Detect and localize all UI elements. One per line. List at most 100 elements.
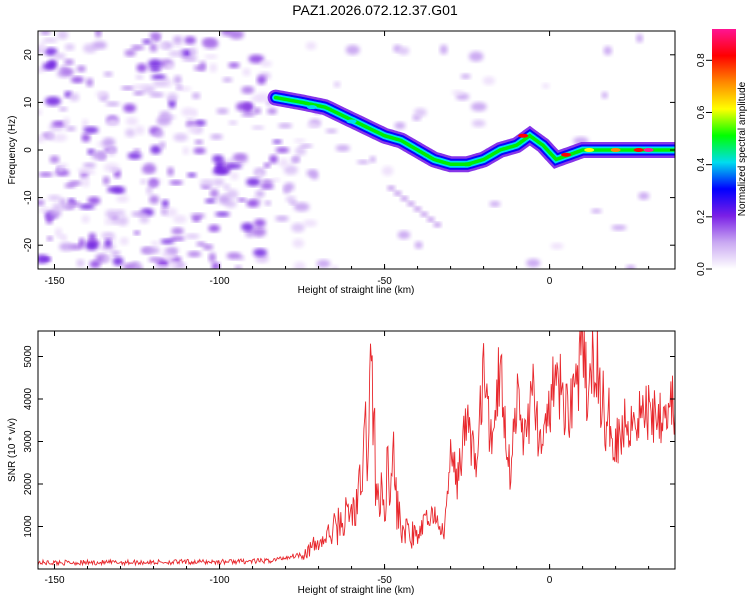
noise-blob: [526, 258, 541, 268]
noise-blob: [246, 177, 261, 187]
x-tick-label: -150: [44, 575, 64, 586]
snr-panel: -150 -100 -50 0 1000 2000 3000 4000 5000 Height…: [7, 330, 676, 596]
noise-blob: [160, 207, 168, 216]
noise-blob: [182, 56, 198, 62]
ridge-hotspot: [346, 119, 357, 124]
noise-blob: [107, 186, 120, 193]
noise-blob: [102, 137, 116, 148]
noise-blob: [171, 227, 184, 235]
noise-blob: [63, 117, 70, 127]
ridge-band: [273, 95, 675, 167]
noise-blob: [611, 224, 627, 231]
noise-blob: [133, 91, 144, 96]
noise-blob: [151, 240, 160, 247]
noise-blob: [65, 126, 76, 132]
noise-blob: [149, 92, 165, 98]
noise-blob: [85, 241, 99, 251]
noise-blob: [117, 215, 129, 226]
noise-blob: [292, 155, 300, 163]
snr-frame: [37, 330, 676, 570]
noise-blob: [88, 232, 97, 243]
noise-blob: [95, 91, 108, 98]
noise-blob: [46, 131, 55, 141]
noise-blob: [103, 71, 113, 77]
noise-blob: [53, 53, 66, 60]
colorbar-tick-label: 0.2: [696, 209, 707, 223]
noise-blob: [38, 199, 45, 206]
noise-blob: [306, 122, 320, 128]
branch-blob: [426, 216, 435, 222]
colorbar-label: Normalized spectral amplitude: [737, 81, 748, 216]
noise-blob: [133, 148, 141, 153]
noise-blob: [123, 103, 136, 113]
noise-blob: [142, 164, 157, 174]
noise-blob: [439, 44, 448, 55]
x-tick-label: 0: [547, 575, 553, 586]
noise-blob: [303, 219, 318, 227]
noise-blob: [306, 169, 317, 177]
noise-blob: [603, 46, 613, 56]
noise-blob: [331, 265, 339, 269]
noise-blob: [209, 188, 219, 198]
noise-blob: [149, 31, 162, 40]
noise-blob: [150, 145, 162, 155]
noise-blob: [149, 181, 157, 187]
noise-blob: [182, 146, 190, 155]
y-tick-label: 20: [23, 49, 34, 61]
noise-blob: [211, 262, 220, 269]
x-tick-label: -150: [44, 276, 64, 287]
spectrogram-y-axis: -20 -10 0 10 20: [23, 49, 675, 252]
snr-y-label: SNR (10 * v/v): [7, 418, 18, 482]
noise-blob: [136, 63, 148, 73]
y-tick-label: 0: [23, 147, 34, 153]
noise-blob: [291, 223, 305, 233]
spectrogram-x-axis: -150 -100 -50 0: [44, 31, 650, 287]
noise-blob: [230, 172, 239, 180]
noise-blob: [413, 108, 427, 117]
noise-blob: [54, 227, 63, 238]
noise-blob: [482, 76, 495, 86]
noise-blob: [292, 238, 305, 248]
noise-blob: [57, 31, 69, 40]
noise-blob: [212, 154, 224, 163]
branch-blob: [406, 201, 415, 207]
noise-blob: [101, 232, 115, 239]
noise-blob: [153, 129, 164, 138]
noise-blob: [316, 259, 331, 268]
noise-blob: [333, 81, 341, 88]
noise-blob: [191, 109, 198, 117]
noise-blob: [133, 230, 141, 235]
noise-blob: [208, 224, 221, 233]
ridge-hotspot: [518, 133, 529, 138]
noise-blob: [636, 33, 644, 43]
noise-blob: [275, 215, 289, 222]
noise-blob: [61, 68, 75, 75]
noise-blob: [70, 76, 85, 84]
noise-blob: [638, 192, 650, 200]
noise-blob: [43, 257, 52, 262]
noise-blob: [218, 194, 230, 205]
noise-blob: [112, 256, 124, 266]
noise-blob: [228, 62, 240, 68]
noise-blob: [246, 199, 259, 208]
noise-blob: [460, 73, 471, 79]
noise-blob: [164, 247, 179, 254]
noise-blob: [369, 156, 376, 163]
colorbar-tick-label: 0.6: [696, 105, 707, 119]
noise-blob: [242, 68, 251, 77]
noise-blob: [40, 31, 51, 35]
noise-blob: [293, 202, 310, 212]
noise-blob: [451, 90, 465, 96]
noise-blob: [79, 203, 95, 210]
spectrogram-ridge: [267, 89, 675, 173]
noise-blob: [59, 198, 67, 206]
y-tick-label: 3000: [23, 430, 34, 453]
noise-blob: [204, 198, 216, 204]
noise-blob: [38, 172, 53, 177]
noise-blob: [152, 80, 168, 87]
noise-blob: [255, 190, 265, 197]
colorbar-gradient: [712, 29, 736, 269]
noise-blob: [233, 153, 248, 161]
y-tick-label: -10: [23, 190, 34, 205]
